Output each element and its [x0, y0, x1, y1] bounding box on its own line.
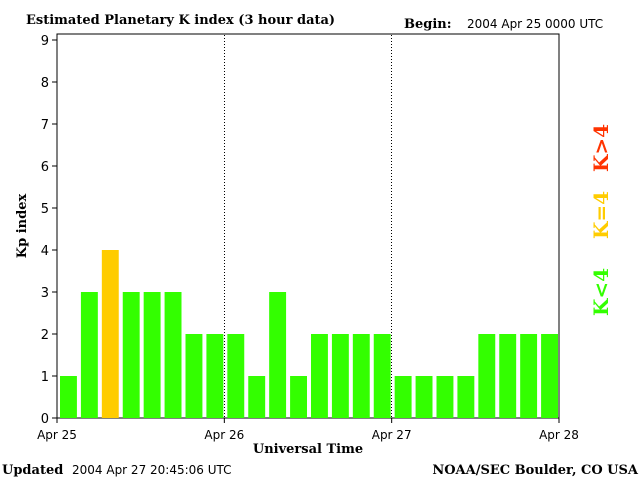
y-axis-label: Kp index [15, 194, 30, 259]
y-tick-label: 6 [41, 160, 49, 175]
y-tick-label: 9 [41, 34, 49, 49]
kp-bar [143, 292, 161, 418]
kp-bar [248, 376, 266, 418]
updated-value: 2004 Apr 27 20:45:06 UTC [72, 463, 232, 477]
x-axis-label: Universal Time [253, 442, 363, 457]
updated-label: Updated [2, 463, 63, 478]
y-tick-label: 1 [41, 370, 49, 385]
bar-series [60, 250, 558, 418]
kp-bar [541, 334, 558, 418]
kp-bar [394, 376, 412, 418]
kp-bar [373, 334, 391, 418]
legend-k-above-4: K>4 [589, 124, 613, 172]
y-tick-label: 0 [41, 412, 49, 427]
y-axis-ticks: 0 1 2 3 4 5 6 7 8 9 [41, 34, 57, 427]
y-tick-label: 4 [41, 244, 49, 259]
y-tick-label: 5 [41, 202, 49, 217]
kp-bar [164, 292, 182, 418]
kp-bar [436, 376, 454, 418]
kp-bar [269, 292, 287, 418]
kp-bar [80, 292, 98, 418]
kp-bar [60, 376, 77, 418]
kp-bar [331, 334, 349, 418]
kp-bar [499, 334, 517, 418]
x-axis-ticks: Apr 25 Apr 26 Apr 27 Apr 28 [37, 418, 579, 442]
begin-value: 2004 Apr 25 0000 UTC [467, 17, 603, 31]
kp-bar [311, 334, 328, 418]
kp-bar [206, 334, 224, 418]
plot-frame [56, 33, 560, 419]
begin-label: Begin: [404, 17, 452, 32]
legend-k-below-4: K<4 [589, 268, 613, 316]
kp-bar [478, 334, 496, 418]
x-tick-label: Apr 26 [204, 428, 244, 442]
legend-k-equal-4: K=4 [589, 191, 613, 239]
kp-bar [457, 376, 475, 418]
kp-bar [352, 334, 370, 418]
x-tick-label: Apr 25 [37, 428, 77, 442]
x-tick-label: Apr 27 [372, 428, 412, 442]
y-tick-label: 8 [41, 76, 49, 91]
kp-bar [415, 376, 433, 418]
kp-bar [227, 334, 245, 418]
kp-bar [520, 334, 538, 418]
x-tick-label: Apr 28 [539, 428, 579, 442]
y-tick-label: 7 [41, 118, 49, 133]
kp-bar [101, 250, 119, 418]
chart-title: Estimated Planetary K index (3 hour data… [26, 13, 335, 28]
kp-bar [290, 376, 307, 418]
kp-bar [122, 292, 140, 418]
y-tick-label: 2 [41, 328, 49, 343]
kp-bar [185, 334, 203, 418]
y-tick-label: 3 [41, 286, 49, 301]
credit-text: NOAA/SEC Boulder, CO USA [432, 463, 639, 478]
